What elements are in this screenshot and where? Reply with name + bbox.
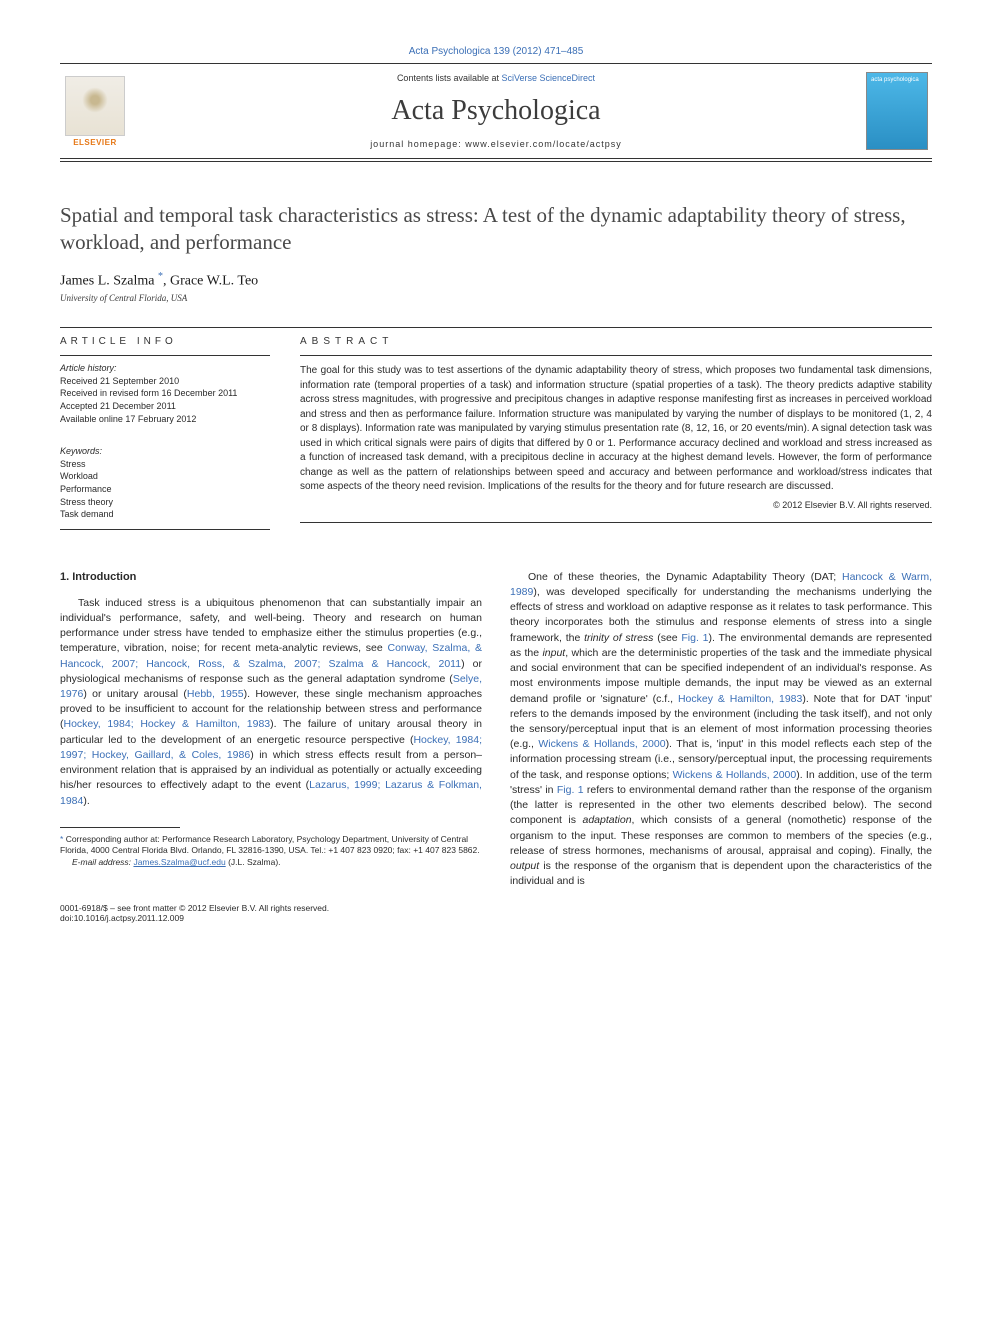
email-attribution: (J.L. Szalma). [228,857,280,867]
elsevier-tree-icon [65,76,125,136]
body-paragraph: Task induced stress is a ubiquitous phen… [60,596,482,809]
footer-issn-line: 0001-6918/$ – see front matter © 2012 El… [60,903,329,913]
article-history-block: Article history: Received 21 September 2… [60,355,270,425]
publisher-logo: ELSEVIER [60,72,130,150]
history-line: Received in revised form 16 December 201… [60,387,270,400]
info-abstract-row: ARTICLE INFO Article history: Received 2… [60,328,932,530]
article-title: Spatial and temporal task characteristic… [60,202,932,257]
article-info-column: ARTICLE INFO Article history: Received 2… [60,328,270,530]
journal-header-center: Contents lists available at SciVerse Sci… [142,72,850,150]
journal-homepage: journal homepage: www.elsevier.com/locat… [142,139,850,149]
sciencedirect-link[interactable]: SciVerse ScienceDirect [502,73,596,83]
keywords-label: Keywords: [60,445,270,458]
footnote-separator [60,827,180,828]
page-root: Acta Psychologica 139 (2012) 471–485 ELS… [0,0,992,963]
affiliation: University of Central Florida, USA [60,293,932,303]
journal-reference: Acta Psychologica 139 (2012) 471–485 [60,40,932,63]
cover-thumbnail: acta psychologica [866,72,928,150]
keyword: Workload [60,470,270,483]
keyword: Performance [60,483,270,496]
contents-available-line: Contents lists available at SciVerse Sci… [142,73,850,83]
page-footer: 0001-6918/$ – see front matter © 2012 El… [60,903,932,923]
article-info-label: ARTICLE INFO [60,328,270,355]
journal-header: ELSEVIER Contents lists available at Sci… [60,63,932,159]
abstract-text: The goal for this study was to test asse… [300,355,932,523]
body-column-left: 1. Introduction Task induced stress is a… [60,570,482,890]
abstract-body: The goal for this study was to test asse… [300,365,932,492]
keyword: Stress [60,458,270,471]
intro-heading: 1. Introduction [60,570,482,586]
star-icon: * [60,834,63,844]
history-line: Received 21 September 2010 [60,375,270,388]
contents-prefix: Contents lists available at [397,73,502,83]
corresponding-author-footnote: * Corresponding author at: Performance R… [60,834,482,857]
publisher-name: ELSEVIER [73,138,117,147]
journal-title: Acta Psychologica [142,95,850,127]
footer-doi-line: doi:10.1016/j.actpsy.2011.12.009 [60,913,329,923]
body-column-right: One of these theories, the Dynamic Adapt… [510,570,932,890]
authors-line: James L. Szalma *, Grace W.L. Teo [60,271,932,290]
journal-cover: acta psychologica [862,72,932,150]
history-label: Article history: [60,362,270,375]
email-link[interactable]: James.Szalma@ucf.edu [133,857,225,867]
history-line: Available online 17 February 2012 [60,413,270,426]
email-footnote: E-mail address: James.Szalma@ucf.edu (J.… [60,857,482,868]
history-line: Accepted 21 December 2011 [60,400,270,413]
abstract-column: ABSTRACT The goal for this study was to … [300,328,932,530]
keyword: Task demand [60,508,270,521]
keyword: Stress theory [60,496,270,509]
email-label: E-mail address: [72,857,131,867]
abstract-copyright: © 2012 Elsevier B.V. All rights reserved… [300,499,932,512]
body-paragraph: One of these theories, the Dynamic Adapt… [510,570,932,890]
abstract-label: ABSTRACT [300,328,932,355]
footnote-text: Corresponding author at: Performance Res… [60,834,480,855]
body-columns: 1. Introduction Task induced stress is a… [60,570,932,890]
keywords-block: Keywords: Stress Workload Performance St… [60,439,270,530]
footer-left: 0001-6918/$ – see front matter © 2012 El… [60,903,329,923]
header-band: Acta Psychologica 139 (2012) 471–485 ELS… [60,40,932,162]
